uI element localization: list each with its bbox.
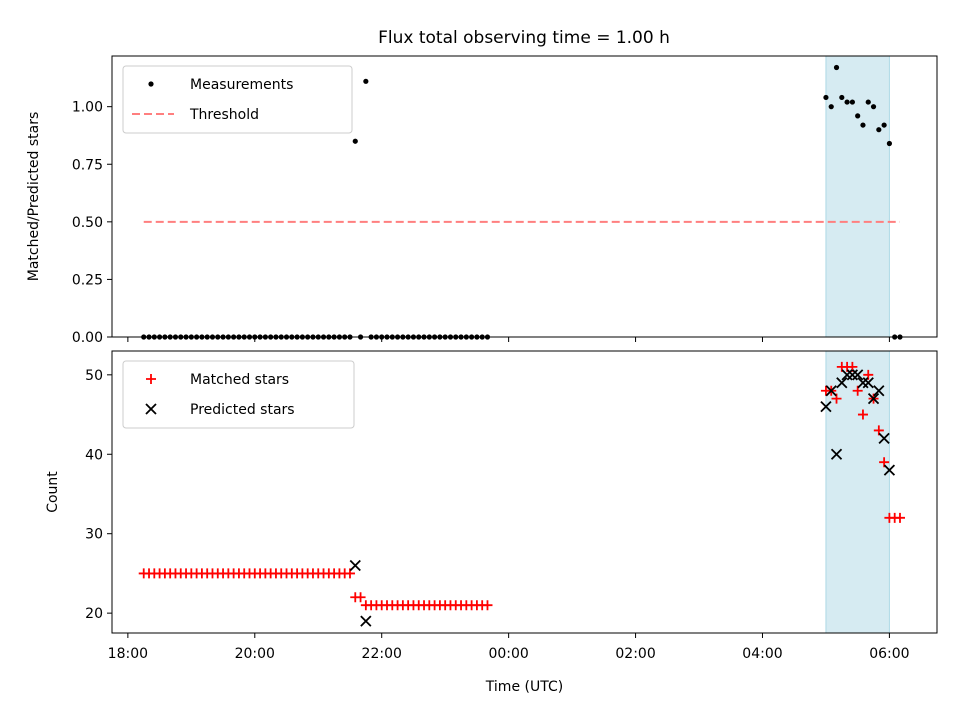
y-tick-label: 0.75 [72,157,103,173]
top-panel: 0.00 0.25 0.50 0.75 1.00 Matched/Predicted s… [26,55,938,346]
x-tick-label: 18:00 [108,646,148,662]
measurement-point [881,122,887,128]
x-tick-label: 04:00 [742,646,782,662]
legend-plus-icon [146,374,156,384]
predicted-star-point [349,559,361,572]
matched-star-point [894,512,905,523]
predicted-star-point [862,377,874,389]
predicted-star-point [841,369,853,381]
y-tick-label: 30 [85,527,103,543]
measurement-point [833,64,840,71]
measurement-point [860,122,866,128]
legend-box [122,65,353,134]
bottom-y-axis-label: Count [45,471,61,513]
legend-label: Threshold [189,107,259,123]
predicted-star-point [878,432,890,445]
top-axes-frame [111,55,938,338]
y-tick-label: 0.50 [72,215,103,231]
top-highlight-span [825,55,890,338]
measurement-point [865,99,871,105]
matched-star-point [482,600,493,611]
legend-dot-icon [148,81,154,87]
y-tick-label: 20 [85,606,103,622]
bottom-legend: Matched stars Predicted stars [122,360,355,429]
bottom-axes-frame [111,350,938,634]
top-x-ticks [127,337,890,342]
bottom-x-ticks: 18:00 20:00 22:00 00:00 02:00 04:00 06:00 [108,633,910,662]
predicted-star-point [360,615,372,627]
legend-label: Measurements [190,77,293,93]
matched-star-point [857,409,868,420]
measurement-point [828,104,834,110]
x-tick-label: 06:00 [869,646,909,662]
highlight-span [825,55,890,338]
y-tick-label: 50 [85,368,103,384]
measurement-point [886,140,893,147]
y-tick-label: 1.00 [72,100,103,116]
legend-label: Predicted stars [190,402,295,418]
bottom-y-ticks: 20 30 40 50 [85,368,112,622]
matched-star-point [355,592,366,603]
measurement-point [363,78,369,84]
measurement-point [870,104,877,110]
x-axis-label: Time (UTC) [485,679,563,695]
predicted-star-point [867,393,880,405]
x-tick-label: 22:00 [362,646,402,662]
y-tick-label: 40 [85,447,103,463]
predicted-star-point [873,385,885,397]
legend-x-icon [145,403,157,415]
x-tick-label: 02:00 [615,646,655,662]
predicted-star-point [830,448,843,460]
top-legend: Measurements Threshold [122,65,353,134]
top-y-ticks: 0.00 0.25 0.50 0.75 1.00 [72,100,112,346]
y-tick-label: 0.00 [72,330,103,346]
measurement-point [352,138,358,144]
x-tick-label: 00:00 [488,646,528,662]
measurement-point [855,113,861,119]
predicted-star-point [836,377,848,389]
measurement-point [839,94,845,101]
legend-box [122,360,355,429]
predicted-star-point [820,400,832,413]
measurement-point [823,94,829,101]
measurement-point [876,127,882,133]
chart-title: Flux total observing time = 1.00 h [378,28,670,48]
predicted-star-point [883,464,896,476]
bottom-panel: 20 30 40 50 18:00 20:00 22:00 00:00 02:00 04:00 0… [45,350,938,695]
top-y-axis-label: Matched/Predicted stars [26,112,42,282]
measurement-point [844,99,850,105]
predicted-star-point [825,385,837,397]
predicted-star-point [857,377,869,389]
measurement-point [849,99,855,105]
predicted-star-point [852,369,864,381]
y-tick-label: 0.25 [72,272,103,288]
predicted-star-point [846,369,859,381]
x-tick-label: 20:00 [235,646,275,662]
bottom-data-marks [138,361,905,627]
legend-label: Matched stars [190,372,289,388]
